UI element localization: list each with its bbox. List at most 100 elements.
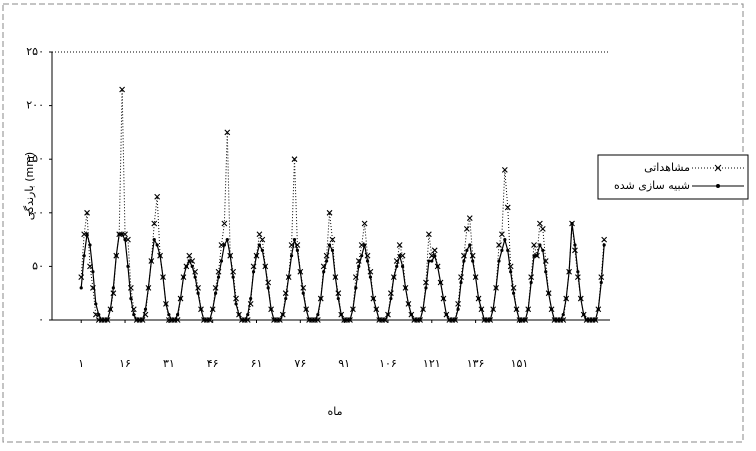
point — [94, 302, 98, 306]
point — [365, 259, 370, 263]
point — [453, 318, 457, 322]
point — [190, 264, 194, 268]
point — [202, 318, 206, 322]
point — [507, 263, 514, 270]
point — [392, 275, 396, 279]
point — [579, 296, 583, 301]
point — [329, 236, 336, 243]
point — [246, 313, 250, 317]
point — [474, 275, 478, 279]
point — [263, 264, 267, 268]
point — [111, 286, 115, 290]
x-tick-label: ۱۵۱ — [511, 357, 529, 370]
point — [316, 313, 320, 317]
point — [117, 232, 121, 236]
point — [491, 307, 495, 311]
point — [237, 313, 241, 317]
point — [259, 236, 266, 243]
point — [596, 307, 600, 311]
point — [269, 307, 273, 311]
point — [488, 318, 492, 322]
point — [265, 279, 272, 286]
point — [377, 318, 381, 322]
point — [362, 243, 367, 247]
point — [441, 296, 446, 301]
x-tick-label: ۱۲۱ — [423, 357, 441, 370]
point — [330, 248, 335, 252]
point — [240, 318, 244, 322]
point — [476, 296, 481, 301]
point — [354, 286, 358, 290]
point — [351, 307, 355, 311]
point — [593, 318, 597, 322]
point — [532, 254, 536, 258]
point — [424, 286, 428, 290]
point — [170, 318, 174, 322]
point — [140, 318, 145, 322]
point — [187, 259, 191, 263]
point — [292, 238, 297, 242]
point — [181, 275, 186, 279]
point — [564, 296, 568, 301]
point — [406, 302, 411, 306]
point — [500, 248, 504, 252]
series-line — [80, 223, 605, 321]
point — [345, 318, 349, 322]
point — [91, 270, 95, 274]
point — [84, 209, 90, 216]
series-line — [80, 89, 605, 321]
point — [186, 252, 193, 259]
point — [400, 264, 405, 268]
point — [254, 254, 259, 258]
point — [494, 286, 498, 290]
point — [506, 248, 510, 252]
point — [284, 296, 288, 301]
point — [92, 311, 99, 318]
point — [301, 291, 305, 295]
point — [602, 243, 606, 247]
point — [459, 280, 463, 285]
point — [304, 307, 308, 311]
x-tick-label: ۴۶ — [207, 357, 219, 370]
point — [547, 291, 551, 295]
point — [427, 259, 431, 263]
point — [499, 231, 505, 238]
point — [357, 264, 361, 268]
point — [224, 129, 231, 136]
point — [154, 193, 161, 200]
point — [361, 220, 368, 227]
point — [281, 313, 285, 317]
point — [289, 254, 294, 258]
point — [396, 242, 403, 248]
point — [510, 284, 517, 291]
point — [465, 248, 469, 252]
point — [196, 291, 200, 295]
legend-label: مشاهداتی — [644, 161, 690, 174]
point — [193, 275, 197, 279]
point — [243, 318, 247, 322]
point — [125, 236, 131, 243]
point — [256, 231, 263, 238]
point — [119, 86, 126, 93]
y-tick-label: ۱۰۰ — [26, 206, 44, 219]
point — [348, 318, 352, 322]
point — [300, 284, 307, 291]
point — [582, 313, 586, 317]
point — [456, 307, 460, 311]
point — [517, 318, 522, 322]
point — [380, 318, 384, 322]
point — [504, 204, 511, 211]
point — [333, 275, 337, 279]
point — [430, 259, 434, 263]
point — [282, 290, 289, 297]
point — [272, 318, 276, 322]
point — [205, 318, 209, 322]
point — [458, 274, 464, 281]
point — [127, 284, 134, 291]
point — [231, 275, 235, 279]
point — [221, 220, 228, 227]
point — [326, 209, 333, 216]
point — [395, 264, 399, 268]
legend-marker — [714, 164, 722, 172]
